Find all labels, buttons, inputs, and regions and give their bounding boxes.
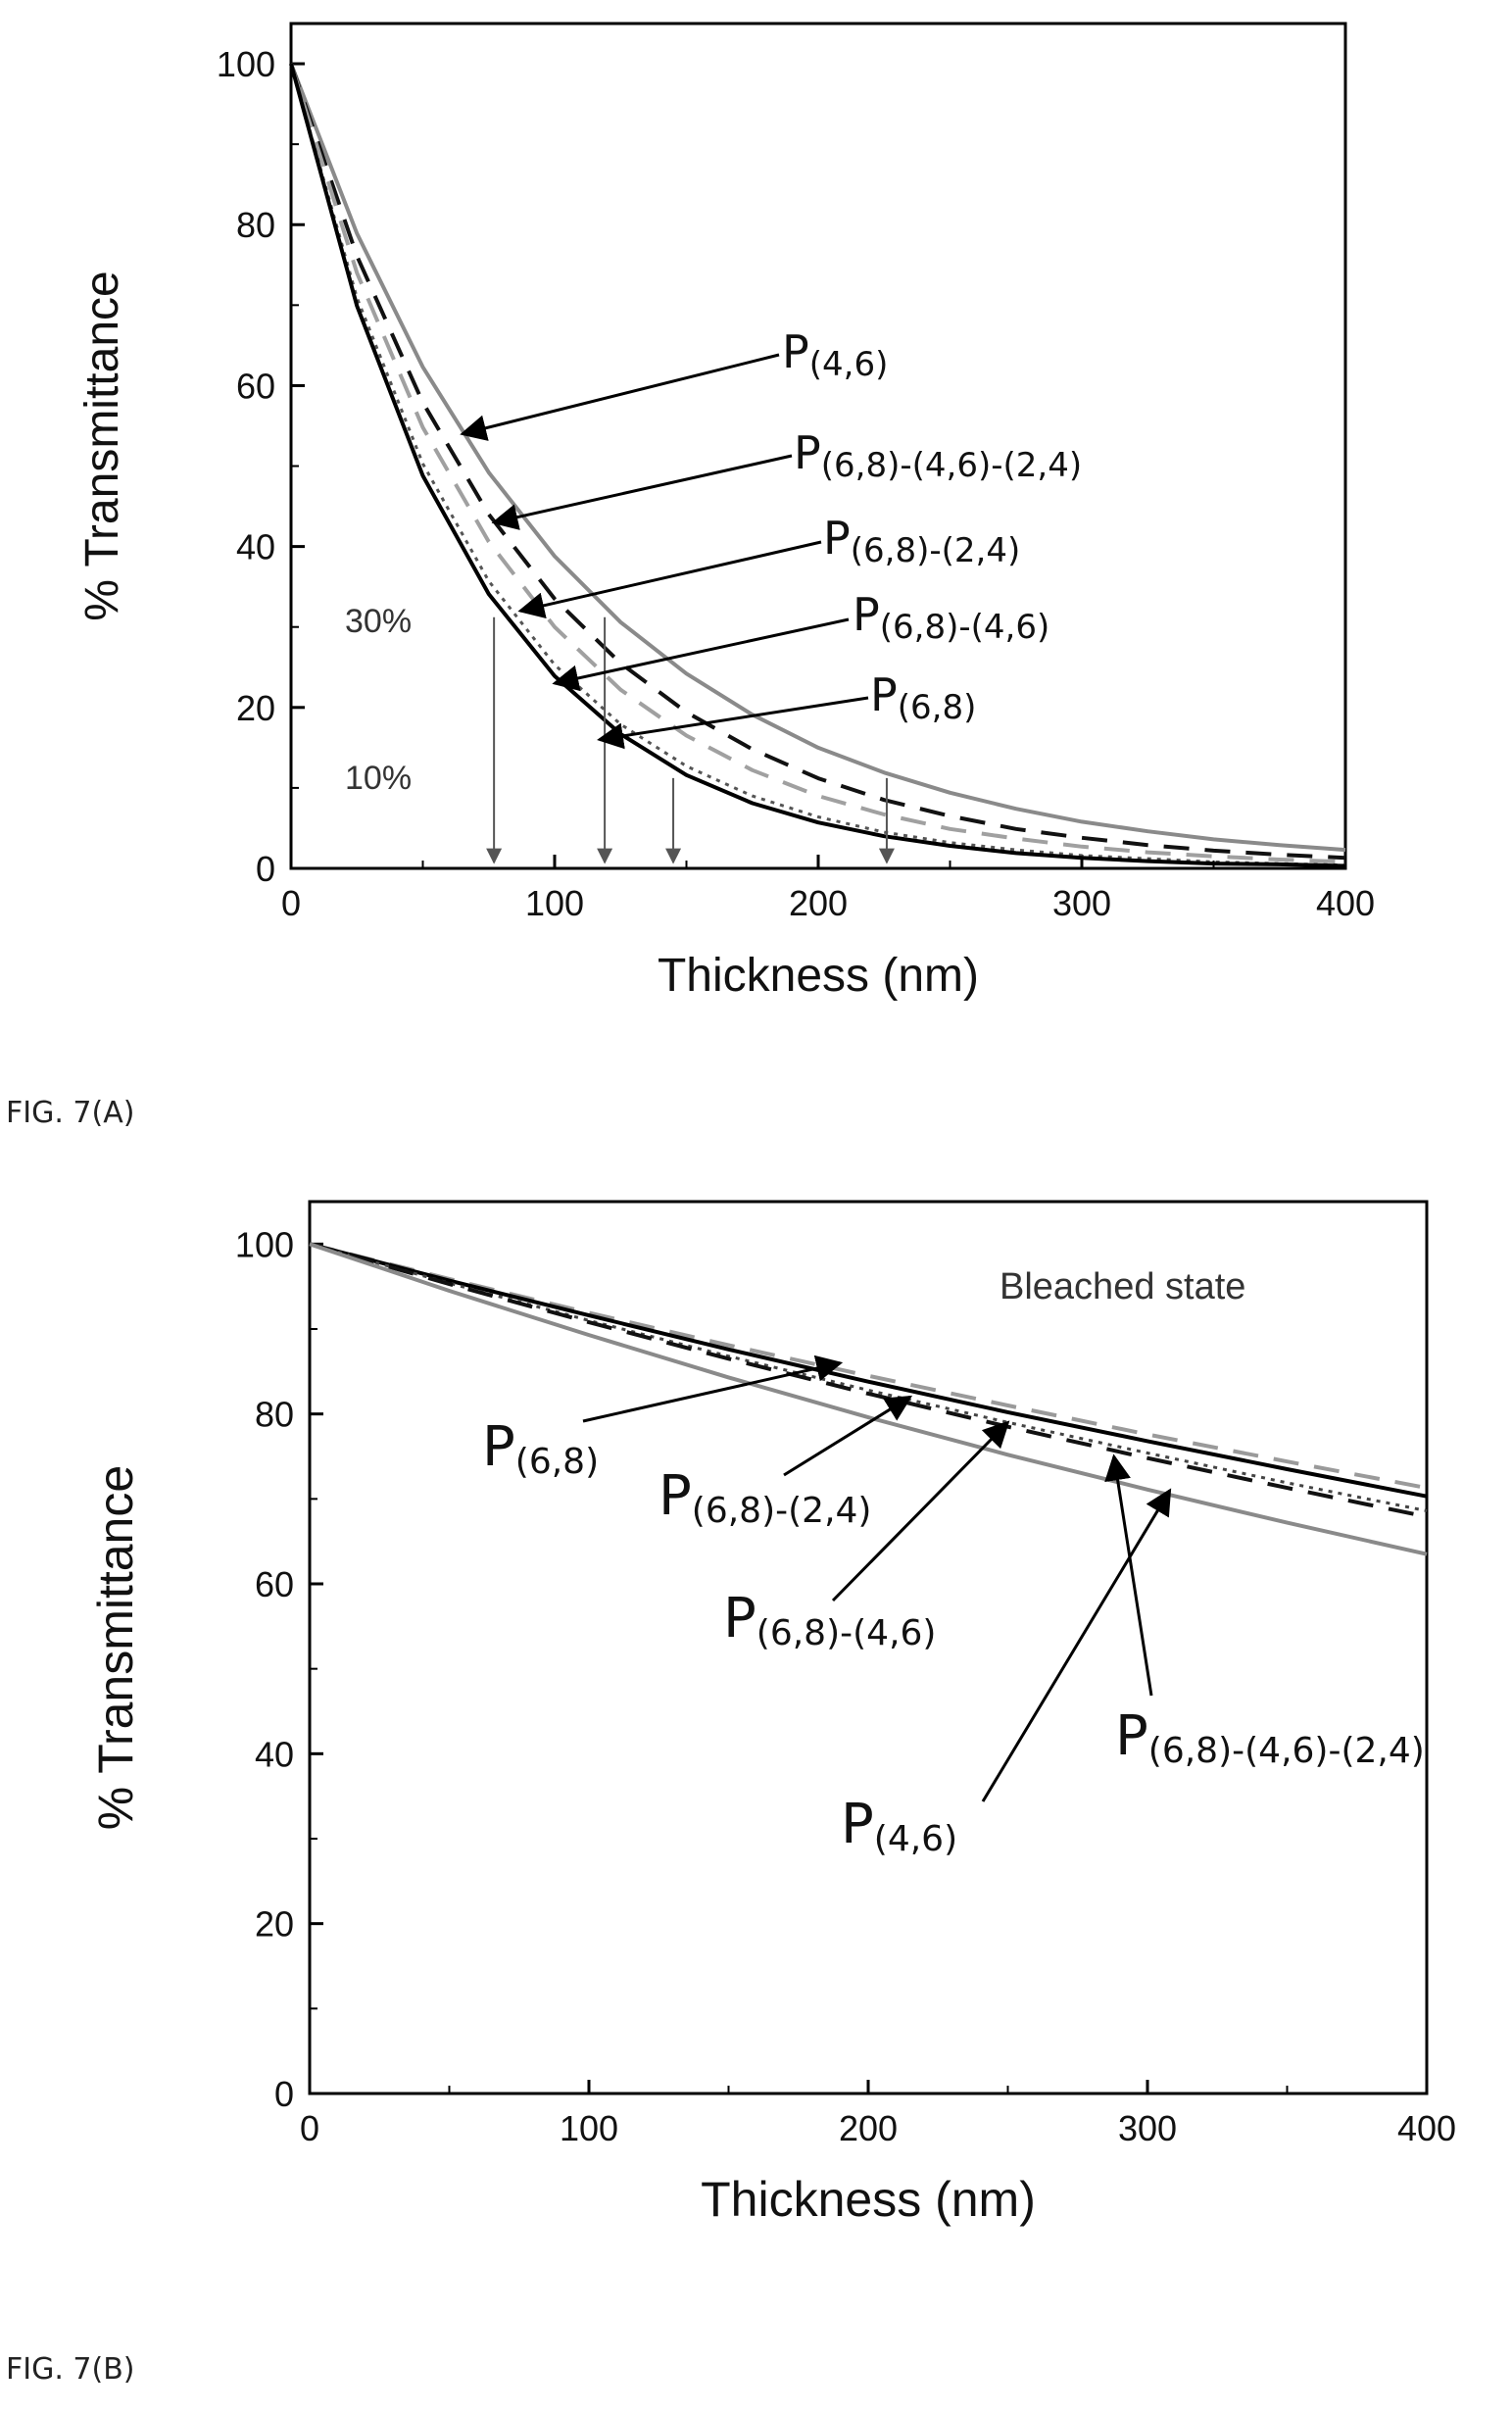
series-label-arrow bbox=[831, 1420, 1010, 1602]
series-label-sub: (4,6) bbox=[874, 1819, 957, 1859]
y-tick-label: 80 bbox=[236, 205, 275, 245]
series-label-arrow bbox=[517, 540, 822, 619]
series-label-base: P bbox=[723, 1587, 756, 1650]
chart-a: 0 100 200 300 400 0 20 40 60 80 100 Thickness (nm)%… bbox=[76, 22, 1375, 1002]
series-label: P(6,8)-(2,4) bbox=[658, 1464, 871, 1531]
series-label-base: P bbox=[1115, 1704, 1148, 1768]
y-tick-label: 20 bbox=[255, 1904, 294, 1945]
x-tick-label: 0 bbox=[300, 2108, 319, 2148]
series-label-base: P bbox=[841, 1793, 874, 1856]
x-axis-label: Thickness (nm) bbox=[658, 950, 979, 1002]
series-line-1 bbox=[289, 63, 1346, 861]
x-tick-label: 300 bbox=[1118, 2108, 1177, 2148]
x-axis-label: Thickness (nm) bbox=[701, 2172, 1036, 2227]
y-tick-label: 100 bbox=[235, 1224, 294, 1264]
series-label-sub: (6,8) bbox=[898, 688, 977, 727]
y-axis-label: % Transmittance bbox=[76, 271, 128, 620]
series-line-2 bbox=[289, 63, 1346, 864]
x-tick-label: 300 bbox=[1052, 883, 1111, 923]
series-label-arrow bbox=[552, 617, 850, 692]
y-tick-label: 60 bbox=[255, 1564, 294, 1604]
series-label: P(6,8)-(4,6)-(2,4) bbox=[794, 426, 1082, 485]
y-tick-label: 60 bbox=[236, 366, 275, 406]
series-label-arrow bbox=[582, 1355, 844, 1423]
series-label-arrow bbox=[981, 1488, 1172, 1802]
figure-caption-b: FIG. 7(B) bbox=[6, 2352, 135, 2387]
y-tick-label: 40 bbox=[255, 1734, 294, 1774]
series-label: P(4,6) bbox=[841, 1793, 957, 1859]
series-label: P(6,8) bbox=[870, 668, 976, 727]
series-label-base: P bbox=[870, 668, 898, 721]
y-tick-label: 80 bbox=[255, 1395, 294, 1435]
series-label-sub: (6,8)-(2,4) bbox=[692, 1491, 872, 1531]
chart-b: 0 100 200 300 400 0 20 40 60 80 100 Thickness (nm)%… bbox=[88, 1200, 1456, 2227]
state-label: Bleached state bbox=[1000, 1266, 1245, 1307]
series-label-arrow bbox=[491, 454, 793, 530]
series-label-sub: (6,8)-(4,6)-(2,4) bbox=[1148, 1731, 1425, 1771]
series-label-base: P bbox=[782, 325, 809, 378]
series-line-4 bbox=[309, 1242, 1428, 1556]
series-label: P(6,8)-(4,6) bbox=[723, 1587, 936, 1653]
series-label-sub: (6,8)-(4,6)-(2,4) bbox=[821, 446, 1082, 485]
level-label: 30% bbox=[345, 603, 412, 640]
level-label: 10% bbox=[345, 760, 412, 797]
series-label: P(6,8)-(2,4) bbox=[823, 512, 1020, 570]
series-label-sub: (4,6) bbox=[809, 345, 889, 384]
series-line-0 bbox=[309, 1242, 1428, 1491]
series-label-base: P bbox=[823, 512, 851, 565]
y-tick-label: 20 bbox=[236, 688, 275, 728]
series-label-sub: (6,8)-(4,6) bbox=[756, 1613, 937, 1653]
series-line-4 bbox=[289, 63, 1346, 868]
x-tick-label: 400 bbox=[1397, 2108, 1456, 2148]
series-label-sub: (6,8) bbox=[515, 1442, 599, 1482]
x-tick-label: 100 bbox=[560, 2108, 618, 2148]
series-label-base: P bbox=[658, 1464, 692, 1528]
series-label: P(6,8)-(4,6)-(2,4) bbox=[1115, 1704, 1425, 1771]
x-tick-label: 0 bbox=[281, 883, 301, 923]
y-tick-label: 40 bbox=[236, 527, 275, 567]
x-tick-label: 200 bbox=[789, 883, 848, 923]
series-line-3 bbox=[289, 63, 1346, 867]
y-axis-label: % Transmittance bbox=[88, 1465, 143, 1830]
series-label-base: P bbox=[482, 1415, 515, 1479]
series-label-sub: (6,8)-(4,6) bbox=[880, 608, 1049, 647]
series-label-base: P bbox=[853, 588, 880, 641]
series-label-arrow bbox=[597, 696, 869, 750]
y-tick-label: 0 bbox=[274, 2074, 294, 2114]
y-tick-label: 0 bbox=[256, 849, 275, 889]
y-tick-label: 100 bbox=[217, 44, 275, 84]
x-tick-label: 100 bbox=[525, 883, 584, 923]
series-label-sub: (6,8)-(2,4) bbox=[851, 531, 1020, 570]
series-line-3 bbox=[309, 1242, 1428, 1519]
series-label-arrow bbox=[783, 1395, 913, 1477]
x-tick-label: 200 bbox=[839, 2108, 898, 2148]
series-label-arrow bbox=[1104, 1453, 1153, 1697]
series-label-arrow bbox=[460, 353, 780, 441]
x-tick-label: 400 bbox=[1316, 883, 1375, 923]
series-label: P(6,8)-(4,6) bbox=[853, 588, 1049, 647]
series-line-1 bbox=[309, 1242, 1428, 1499]
series-label: P(4,6) bbox=[782, 325, 888, 384]
series-label: P(6,8) bbox=[482, 1415, 599, 1482]
series-label-base: P bbox=[794, 426, 821, 479]
figure-caption-a: FIG. 7(A) bbox=[6, 1096, 135, 1130]
